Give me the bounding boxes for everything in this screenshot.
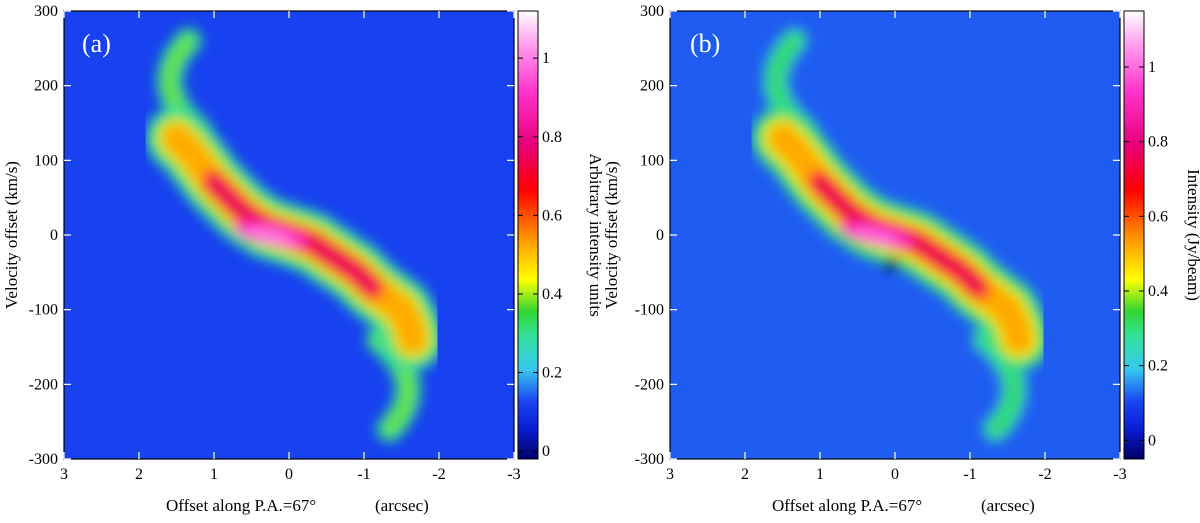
colorbar-tick-label: 0.2: [542, 365, 562, 382]
y-axis-title-b: Velocity offset (km/s): [602, 161, 621, 309]
colorbar-tick-label: 0.4: [1148, 283, 1168, 300]
x-tick-label: -2: [432, 466, 445, 483]
x-tick-label: -2: [1038, 466, 1051, 483]
x-tick-label: 1: [210, 466, 218, 483]
colorbar-tick-label: 0: [1148, 432, 1156, 449]
heatmap-b: [670, 11, 1120, 459]
panel-label-a: (a): [82, 29, 111, 58]
y-tick-label: 0: [50, 227, 58, 244]
y-tick-label: 200: [34, 78, 58, 95]
y-ticks-b: 300 200 100 0 -100 -200 -300: [635, 3, 1120, 468]
x-tick-label: 0: [285, 466, 293, 483]
x-tick-label: 2: [135, 466, 143, 483]
x-axis-unit-b: (arcsec): [981, 496, 1035, 515]
colorbar-tick-label: 0.6: [542, 207, 562, 224]
x-axis-title-b: Offset along P.A.=67°: [772, 496, 922, 515]
y-tick-label: -200: [29, 376, 58, 393]
colorbar-label-a: Arbitrary intensity units: [586, 153, 605, 316]
heatmap-a: [64, 11, 514, 459]
colorbar-ramp-b: [1123, 10, 1145, 460]
y-tick-label: -200: [635, 376, 664, 393]
x-tick-label: -3: [1113, 466, 1126, 483]
y-tick-label: 0: [656, 227, 664, 244]
y-tick-label: -300: [29, 451, 58, 468]
panel-a: 3 2 1 0 -1 -2 -3 300 200 100 0 -100 -200 -300 (a) Of…: [2, 3, 605, 515]
colorbar-label-b: Intensity (Jy/beam): [1184, 169, 1200, 301]
panel-b: 3 2 1 0 -1 -2 -3 300 200 100 0 -100 -200 -300 (b) Of…: [602, 3, 1200, 515]
colorbar-ticks-b: 1 0.8 0.6 0.4 0.2 0: [1124, 59, 1168, 449]
y-tick-label: 300: [34, 3, 58, 20]
x-tick-label: -3: [507, 466, 520, 483]
x-tick-label: 0: [891, 466, 899, 483]
x-tick-label: -1: [963, 466, 976, 483]
colorbar-tick-label: 0.2: [1148, 358, 1168, 375]
peak-emission-core: [248, 228, 292, 242]
colorbar-ticks-a: 1 0.8 0.6 0.4 0.2 0: [518, 50, 562, 460]
x-tick-label: 3: [666, 466, 674, 483]
y-tick-label: 300: [640, 3, 664, 20]
y-tick-label: 200: [640, 78, 664, 95]
y-tick-label: 100: [34, 152, 58, 169]
x-ticks-a: 3 2 1 0 -1 -2 -3: [60, 11, 521, 483]
colorbar-tick-label: 0.8: [542, 129, 562, 146]
absorption-feature: [882, 258, 901, 271]
colorbar-tick-label: 0: [542, 443, 550, 460]
panel-label-b: (b): [690, 29, 720, 58]
emission-layer: [145, 27, 444, 443]
x-tick-label: 2: [741, 466, 749, 483]
emission-layer: [751, 27, 1050, 443]
y-axis-title-a: Velocity offset (km/s): [2, 161, 21, 309]
colorbar-tick-label: 0.6: [1148, 208, 1168, 225]
y-tick-label: 100: [640, 152, 664, 169]
x-tick-label: 3: [60, 466, 68, 483]
y-tick-label: -100: [635, 302, 664, 319]
x-axis-title-a: Offset along P.A.=67°: [166, 496, 316, 515]
x-ticks-b: 3 2 1 0 -1 -2 -3: [666, 11, 1127, 483]
colorbar-tick-label: 0.8: [1148, 134, 1168, 151]
peak-emission-core: [854, 228, 898, 242]
y-ticks-a: 300 200 100 0 -100 -200 -300: [29, 3, 514, 468]
x-tick-label: -1: [357, 466, 370, 483]
colorbar-ramp-a: [517, 10, 539, 460]
colorbar-b: 1 0.8 0.6 0.4 0.2 0 Intensity (Jy/beam): [1123, 10, 1200, 460]
x-axis-unit-a: (arcsec): [375, 496, 429, 515]
colorbar-tick-label: 1: [542, 50, 550, 67]
colorbar-tick-label: 1: [1148, 59, 1156, 76]
colorbar-tick-label: 0.4: [542, 286, 562, 303]
x-tick-label: 1: [816, 466, 824, 483]
y-tick-label: -100: [29, 302, 58, 319]
colorbar-a: 1 0.8 0.6 0.4 0.2 0 Arbitrary intensity units: [517, 10, 605, 460]
y-tick-label: -300: [635, 451, 664, 468]
